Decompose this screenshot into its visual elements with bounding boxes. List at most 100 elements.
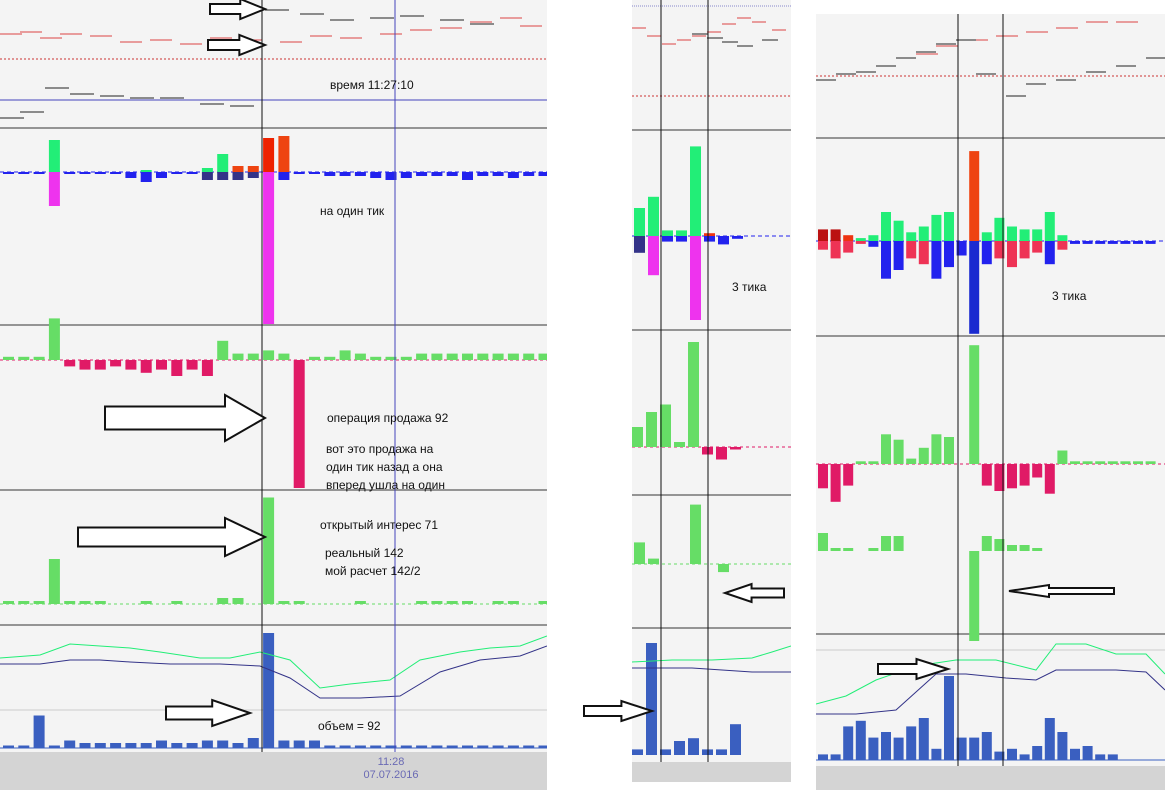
panel-c-trade-up-bar-14 bbox=[994, 217, 1005, 241]
panel-a-arrow-top-1 bbox=[209, 0, 268, 21]
panel-a-trade-down-bar-12 bbox=[186, 172, 198, 174]
panel-b-open-interest-bar-6 bbox=[718, 564, 729, 573]
panel-c-volume-bar-15 bbox=[1007, 748, 1017, 760]
panel-c-trade-down-bar-10 bbox=[944, 241, 954, 268]
panel-c-trade-up-bar-2 bbox=[843, 235, 854, 241]
panel-a-open-interest-bar-11 bbox=[171, 601, 183, 604]
panel-c-operation-bar-5 bbox=[881, 434, 891, 464]
panel-a-volume-bar-14 bbox=[217, 740, 229, 748]
panel-a-operation-bar-29 bbox=[446, 353, 458, 360]
panel-a-open-interest-bar-5 bbox=[79, 601, 91, 604]
panel-b-trade-down-bar-6 bbox=[718, 236, 729, 245]
panel-a-volume-bar-21 bbox=[324, 745, 336, 748]
panel-a-operation-bar-27 bbox=[416, 353, 428, 360]
panel-a-open-interest-bar-27 bbox=[416, 601, 428, 604]
panel-c-trade-up-bar-6 bbox=[893, 220, 904, 241]
panel-a-operation-bar-15 bbox=[232, 353, 244, 360]
panel-c-open-interest-bar-0 bbox=[818, 533, 828, 551]
panel-a-trade-up-bar-14 bbox=[217, 154, 229, 172]
panel-a-volume-bar-25 bbox=[385, 745, 397, 748]
panel-a-volume-bar-8 bbox=[125, 743, 137, 748]
panel-a-trade-down-bar-35 bbox=[538, 172, 547, 176]
panel-a-operation-bar-20 bbox=[309, 356, 320, 360]
panel-c-operation-bar-17 bbox=[1032, 464, 1043, 478]
panel-b-trade-up-bar-4 bbox=[690, 146, 701, 236]
panel-a-trade-down-bar-21 bbox=[324, 172, 336, 176]
panel-a-volume-bar-15 bbox=[232, 743, 244, 748]
panel-c-volume-bar-23 bbox=[1107, 754, 1118, 760]
panel-a-trade-down-bar-17 bbox=[263, 172, 275, 324]
panel-a-trade-down-bar-3 bbox=[48, 172, 60, 206]
panel-c-trade-up-bar-3 bbox=[855, 238, 866, 241]
panel-a-volume-bar-34 bbox=[523, 745, 535, 748]
panel-a-trade-up-bar-16 bbox=[247, 166, 259, 172]
panel-a-trade-down-bar-27 bbox=[416, 172, 428, 176]
panel-c-trade-up-bar-19 bbox=[1057, 235, 1068, 241]
panel-b-trade-up-bar-2 bbox=[662, 230, 673, 236]
panel-b-operation-bar-0 bbox=[632, 427, 643, 447]
panel-c-operation-bar-19 bbox=[1057, 450, 1068, 464]
panel-a-open-interest-bar-14 bbox=[217, 598, 229, 604]
chart-panel-middle: 3 тика bbox=[632, 0, 791, 782]
panel-c-trade-down-bar-23 bbox=[1107, 241, 1118, 244]
annotation-sell-note-3: вперед ушла на один bbox=[326, 478, 445, 492]
panel-c-trade-down-bar-4 bbox=[868, 241, 879, 247]
panel-c-trade-down-bar-7 bbox=[906, 241, 917, 259]
panel-c-open-interest-bar-1 bbox=[830, 548, 841, 551]
panel-a-trade-down-bar-9 bbox=[140, 172, 152, 182]
panel-a-volume-bar-22 bbox=[339, 745, 351, 748]
panel-a-open-interest-bar-15 bbox=[232, 598, 244, 604]
panel-c-operation-bar-26 bbox=[1145, 461, 1156, 464]
panel-a-operation-bar-8 bbox=[125, 360, 137, 370]
panel-a-trade-down-bar-6 bbox=[94, 172, 106, 174]
time-axis-bar-middle bbox=[632, 762, 791, 782]
panel-b-volume-bar-1 bbox=[646, 643, 657, 755]
panel-a-open-interest-bar-35 bbox=[538, 601, 547, 604]
panel-a-operation-bar-4 bbox=[64, 360, 76, 367]
panel-c-volume-bar-17 bbox=[1032, 746, 1043, 760]
panel-c-volume-bar-7 bbox=[906, 726, 917, 760]
panel-a-green-series-line bbox=[0, 635, 547, 689]
panel-c-trade-up-bar-18 bbox=[1044, 212, 1055, 241]
panel-b-trade-down-bar-5 bbox=[704, 236, 715, 242]
panel-a-operation-bar-16 bbox=[247, 353, 259, 360]
chart-right-svg bbox=[816, 14, 1165, 790]
panel-a-volume-bar-3 bbox=[48, 745, 60, 748]
panel-a-trade-down-bar-15 bbox=[232, 172, 244, 180]
panel-b-trade-down-bar-1 bbox=[648, 236, 659, 276]
panel-c-open-interest-bar-6 bbox=[893, 536, 904, 551]
panel-c-volume-bar-9 bbox=[931, 748, 942, 760]
panel-a-volume-bar-32 bbox=[492, 745, 504, 748]
panel-b-operation-bar-3 bbox=[674, 442, 685, 447]
panel-c-volume-bar-21 bbox=[1082, 746, 1093, 760]
panel-c-trade-down-bar-19 bbox=[1057, 241, 1068, 250]
panel-c-volume-bar-11 bbox=[956, 737, 967, 760]
panel-b-trade-down-bar-2 bbox=[662, 236, 673, 242]
panel-c-operation-bar-22 bbox=[1095, 461, 1106, 464]
panel-c-open-interest-bar-16 bbox=[1019, 545, 1030, 551]
time-axis-bar bbox=[0, 752, 547, 790]
panel-a-operation-bar-1 bbox=[18, 356, 30, 360]
panel-a-volume-bar-12 bbox=[186, 743, 198, 748]
panel-a-trade-down-bar-26 bbox=[400, 172, 412, 178]
panel-b-trade-up-bar-5 bbox=[704, 233, 715, 236]
annotation-time: время 11:27:10 bbox=[330, 78, 414, 92]
panel-a-trade-down-bar-19 bbox=[293, 172, 305, 174]
panel-c-volume-bar-19 bbox=[1057, 732, 1068, 760]
panel-a-operation-bar-21 bbox=[324, 356, 336, 360]
panel-c-operation-bar-24 bbox=[1120, 461, 1131, 464]
panel-c-operation-bar-4 bbox=[868, 461, 879, 464]
panel-c-green-series-line bbox=[816, 643, 1165, 705]
panel-c-volume-bar-4 bbox=[868, 737, 879, 760]
panel-c-trade-up-bar-10 bbox=[944, 212, 954, 241]
panel-c-operation-bar-10 bbox=[944, 437, 954, 464]
panel-a-open-interest-bar-17 bbox=[263, 497, 275, 604]
panel-a-operation-bar-14 bbox=[217, 340, 229, 360]
panel-c-volume-bar-2 bbox=[843, 726, 854, 760]
panel-c-arrow-oi bbox=[1008, 583, 1115, 599]
panel-a-trade-down-bar-13 bbox=[201, 172, 213, 180]
panel-a-trade-down-bar-34 bbox=[523, 172, 535, 176]
panel-a-trade-down-bar-16 bbox=[247, 172, 259, 178]
panel-a-operation-bar-17 bbox=[263, 350, 275, 360]
panel-a-volume-bar-27 bbox=[416, 745, 428, 748]
